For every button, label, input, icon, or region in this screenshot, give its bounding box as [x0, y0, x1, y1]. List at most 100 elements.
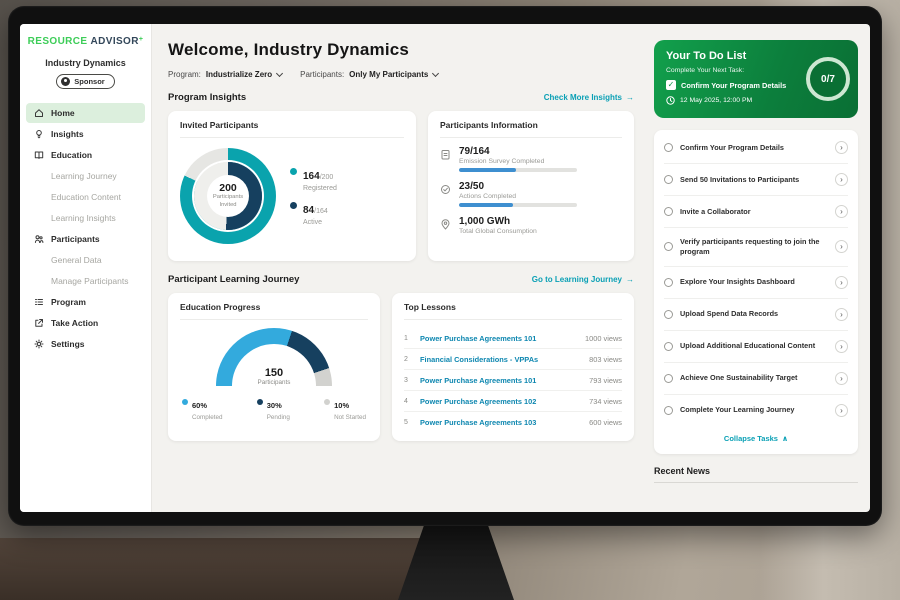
monitor-bezel: RESOURCE ADVISOR+ Industry Dynamics Spons…: [8, 6, 882, 526]
completed-dot-icon: [182, 399, 188, 405]
background-desk: [0, 538, 430, 600]
education-gauge-chart: 150 Participants: [216, 328, 332, 386]
sidebar-item-home[interactable]: Home: [26, 103, 145, 123]
settings-icon: [34, 339, 44, 349]
task-row[interactable]: Confirm Your Program Details ›: [664, 132, 848, 164]
task-checkbox[interactable]: [664, 405, 673, 415]
chevron-right-icon[interactable]: ›: [835, 205, 848, 218]
page-title: Welcome, Industry Dynamics: [168, 40, 410, 59]
collapse-tasks-link[interactable]: Collapse Tasks ∧: [723, 433, 789, 443]
next-task-row[interactable]: ✓ Confirm Your Program Details: [666, 80, 787, 90]
invited-donut-center: 200 Participants Invited: [207, 175, 249, 217]
task-row[interactable]: Upload Additional Educational Content ›: [664, 331, 848, 363]
sidebar-item-take-action[interactable]: Take Action: [26, 313, 145, 333]
app-logo: RESOURCE ADVISOR+: [20, 36, 151, 47]
program-icon: [34, 297, 44, 307]
lesson-link[interactable]: Financial Considerations - VPPAs: [420, 354, 539, 364]
legend-active: 84/164 Active: [290, 200, 337, 226]
task-checkbox[interactable]: [664, 207, 673, 216]
checkbox-check-icon[interactable]: ✓: [666, 80, 676, 90]
task-checkbox[interactable]: [664, 175, 673, 184]
actions-progress-bar: [459, 203, 577, 207]
todo-subtitle: Complete Your Next Task:: [666, 67, 745, 74]
chevron-right-icon[interactable]: ›: [835, 275, 848, 289]
sidebar-item-education[interactable]: Education: [26, 145, 145, 165]
task-row[interactable]: Invite a Collaborator ›: [664, 196, 848, 228]
chevron-right-icon[interactable]: ›: [835, 307, 848, 321]
stat-emission-survey: 79/164 Emission Survey Completed: [440, 146, 622, 172]
task-checkbox[interactable]: [664, 373, 673, 383]
go-to-learning-journey-link[interactable]: Go to Learning Journey →: [531, 275, 634, 284]
logo-advisor: ADVISOR: [90, 36, 139, 47]
info-card-title: Participants Information: [440, 120, 622, 138]
sidebar-item-insights[interactable]: Insights: [26, 124, 145, 144]
legend-pending: 30% Pending: [256, 395, 290, 421]
progress-fill-0: [459, 168, 516, 172]
lesson-link[interactable]: Power Purchase Agreements 102: [420, 396, 537, 406]
lesson-row: 4 Power Purchase Agreements 102 734 view…: [404, 391, 622, 412]
lesson-link[interactable]: Power Purchase Agreements 101: [420, 375, 537, 385]
pending-dot-icon: [256, 399, 263, 405]
chevron-right-icon[interactable]: ›: [835, 403, 848, 417]
task-checkbox[interactable]: [664, 277, 673, 287]
sidebar-item-participants[interactable]: Participants: [26, 229, 145, 249]
todo-title: Your To Do List: [666, 50, 747, 62]
legend-completed: 60% Completed: [182, 395, 222, 421]
task-row[interactable]: Send 50 Invitations to Participants ›: [664, 164, 848, 196]
chevron-right-icon[interactable]: ›: [835, 141, 848, 154]
education-icon: [34, 150, 44, 160]
task-checkbox[interactable]: [664, 341, 673, 351]
education-progress-card: Education Progress 150 Participants: [168, 293, 380, 441]
task-checkbox[interactable]: [664, 143, 673, 152]
task-checkbox[interactable]: [664, 242, 673, 252]
task-row[interactable]: Achieve One Sustainability Target ›: [664, 363, 848, 395]
participants-select[interactable]: Only My Participants: [349, 69, 440, 79]
task-row[interactable]: Verify participants requesting to join t…: [664, 228, 848, 267]
home-icon: [34, 108, 44, 118]
sidebar-item-learning-insights[interactable]: Learning Insights: [51, 213, 116, 223]
sidebar-item-settings[interactable]: Settings: [26, 334, 145, 354]
sidebar-item-program[interactable]: Program: [26, 292, 145, 312]
lesson-row: 1 Power Purchase Agreements 101 1000 vie…: [404, 328, 622, 349]
sidebar-nav: Home Insights Education Learning Journey: [20, 103, 151, 354]
legend-registered: 164/200 Registered: [290, 166, 337, 192]
lesson-link[interactable]: Power Purchase Agreements 103: [420, 417, 537, 427]
lesson-row: 2 Financial Considerations - VPPAs 803 v…: [404, 349, 622, 370]
todo-panel: Your To Do List Complete Your Next Task:…: [644, 24, 870, 512]
task-checkbox[interactable]: [664, 309, 673, 319]
dashboard-screen: RESOURCE ADVISOR+ Industry Dynamics Spons…: [20, 24, 870, 512]
chevron-right-icon[interactable]: ›: [835, 240, 848, 254]
top-lessons-card: Top Lessons 1 Power Purchase Agreements …: [392, 293, 634, 441]
invited-participants-card: Invited Participants 200 Participants In…: [168, 111, 416, 261]
task-row[interactable]: Explore Your Insights Dashboard ›: [664, 267, 848, 299]
chevron-right-icon[interactable]: ›: [835, 339, 848, 353]
sidebar-item-education-content[interactable]: Education Content: [51, 192, 121, 202]
task-row[interactable]: Complete Your Learning Journey ›: [664, 395, 848, 426]
task-list-card: Confirm Your Program Details › Send 50 I…: [654, 130, 858, 454]
participants-icon: [34, 234, 44, 244]
recent-news-header: Recent News: [654, 466, 858, 483]
arrow-right-icon: →: [626, 275, 634, 284]
org-name: Industry Dynamics: [45, 58, 126, 68]
chevron-right-icon[interactable]: ›: [835, 173, 848, 186]
sidebar-item-manage-participants[interactable]: Manage Participants: [51, 276, 129, 286]
active-dot-icon: [290, 202, 297, 209]
registered-dot-icon: [290, 168, 297, 175]
program-insights-heading: Program Insights: [168, 92, 247, 103]
todo-progress-ring: 0/7: [806, 57, 850, 101]
clock-icon: [666, 96, 675, 105]
invited-donut-chart: 200 Participants Invited: [180, 148, 276, 244]
lesson-link[interactable]: Power Purchase Agreements 101: [420, 333, 537, 343]
check-more-insights-link[interactable]: Check More Insights →: [543, 93, 634, 102]
sidebar-item-learning-journey[interactable]: Learning Journey: [51, 171, 117, 181]
task-row[interactable]: Upload Spend Data Records ›: [664, 299, 848, 331]
sponsor-icon: [61, 77, 71, 86]
sidebar: RESOURCE ADVISOR+ Industry Dynamics Spons…: [20, 24, 152, 512]
stat-actions: 23/50 Actions Completed: [440, 181, 622, 207]
sidebar-item-general-data[interactable]: General Data: [51, 255, 102, 265]
arrow-right-icon: →: [626, 93, 634, 102]
program-select[interactable]: Industrialize Zero: [206, 69, 284, 79]
todo-summary-card: Your To Do List Complete Your Next Task:…: [654, 40, 858, 118]
chevron-right-icon[interactable]: ›: [835, 371, 848, 385]
program-filter-label: Program:: [168, 70, 201, 79]
